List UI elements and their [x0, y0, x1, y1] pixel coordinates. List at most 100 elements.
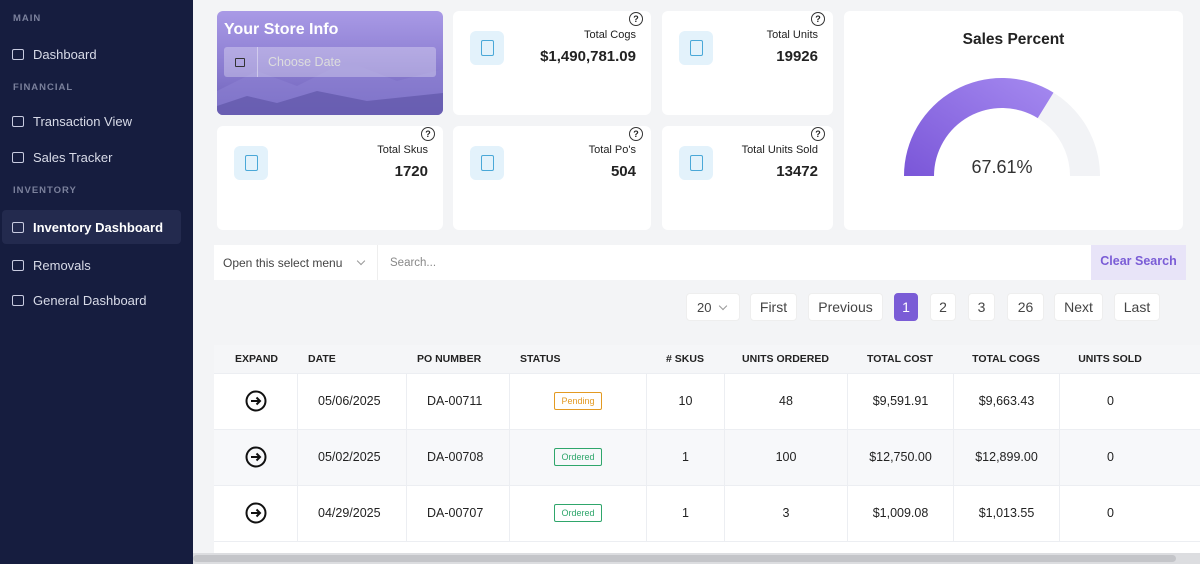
stat-value: 13472 [776, 163, 818, 180]
table-cell: 10 [646, 373, 724, 429]
table-cell: 05/02/2025 [297, 429, 406, 485]
table-cell: $12,750.00 [847, 429, 953, 485]
expand-button[interactable] [214, 429, 297, 485]
store-info-title: Your Store Info [224, 21, 339, 38]
expand-button[interactable] [214, 373, 297, 429]
column-header: TOTAL COGS [972, 353, 1040, 365]
stat-card: ? Total Po's 504 [453, 126, 651, 230]
nav-label: Sales Tracker [33, 149, 113, 165]
column-header: UNITS ORDERED [742, 353, 829, 365]
search-input[interactable]: Search... [390, 257, 437, 269]
expand-button[interactable] [214, 485, 297, 541]
table-cell: DA-00711 [406, 373, 509, 429]
expand-icon [245, 390, 266, 412]
stat-icon [679, 146, 713, 180]
filter-bar: Open this select menu Search... Clear Se… [214, 245, 1186, 280]
date-picker[interactable]: Choose Date [224, 47, 436, 77]
help-icon[interactable]: ? [811, 127, 825, 141]
select-menu[interactable]: Open this select menu [214, 245, 378, 280]
stat-label: Total Cogs [584, 29, 636, 41]
table-cell: DA-00708 [406, 429, 509, 485]
nav-label: Dashboard [33, 46, 97, 62]
table-cell: 100 [724, 429, 847, 485]
page-button[interactable]: Previous [808, 293, 883, 321]
nav-label: Transaction View [33, 113, 132, 129]
section-heading: MAIN [13, 13, 42, 24]
sidebar: MAIN Dashboard FINANCIAL Transaction View Sa… [0, 0, 193, 564]
expand-icon [245, 502, 266, 524]
gauge-label: 67.61% [971, 157, 1033, 177]
nav-item[interactable]: Dashboard [2, 37, 181, 71]
stat-value: $1,490,781.09 [540, 48, 636, 65]
table-cell: Pending [509, 373, 646, 429]
nav-label: Inventory Dashboard [33, 219, 164, 235]
page-button[interactable]: Last [1114, 293, 1160, 321]
scrollbar [193, 553, 1200, 564]
page-button[interactable]: 2 [930, 293, 956, 321]
table-cell: 04/29/2025 [297, 485, 406, 541]
gauge [904, 77, 1100, 176]
stat-card: ? Total Skus 1720 [217, 126, 443, 230]
column-header: TOTAL COST [867, 353, 933, 365]
gauge-card: Sales Percent 67.61% [844, 11, 1183, 230]
table-cell: $9,591.91 [847, 373, 953, 429]
status-badge: Ordered [554, 504, 602, 522]
table-cell: Ordered [509, 429, 646, 485]
page-button[interactable]: Next [1054, 293, 1103, 321]
table-cell: $1,013.55 [953, 485, 1059, 541]
expand-icon [245, 446, 266, 468]
help-icon[interactable]: ? [629, 127, 643, 141]
table-cell: DA-00707 [406, 485, 509, 541]
stat-icon [234, 146, 268, 180]
gauge-title: Sales Percent [962, 31, 1065, 48]
table-cell: $1,009.08 [847, 485, 953, 541]
table-row [214, 541, 1200, 554]
table-cell: 0 [1059, 485, 1161, 541]
page-button[interactable]: First [750, 293, 797, 321]
nav-item[interactable]: General Dashboard [2, 283, 181, 317]
stat-icon [679, 31, 713, 65]
nav-label: General Dashboard [33, 292, 147, 308]
date-placeholder: Choose Date [268, 55, 341, 69]
table-cell: 1 [646, 485, 724, 541]
gauge-arc [904, 77, 1054, 176]
page-button[interactable]: 26 [1007, 293, 1044, 321]
column-header: UNITS SOLD [1078, 353, 1142, 365]
table-row [214, 429, 1200, 485]
stat-value: 1720 [394, 163, 428, 180]
section-heading: INVENTORY [13, 185, 77, 196]
nav-item[interactable]: Sales Tracker [2, 140, 181, 174]
table-row [214, 373, 1200, 429]
stat-card: ? Total Units Sold 13472 [662, 126, 833, 230]
table-header [214, 345, 1200, 373]
column-header: DATE [308, 353, 336, 365]
stat-value: 19926 [776, 48, 818, 65]
stat-card: ? Total Cogs $1,490,781.09 [453, 11, 651, 115]
table-cell: 05/06/2025 [297, 373, 406, 429]
column-header: # SKUS [666, 353, 704, 365]
table-cell: 1 [646, 429, 724, 485]
help-icon[interactable]: ? [629, 12, 643, 26]
table-cell: 0 [1059, 429, 1161, 485]
table-cell: 48 [724, 373, 847, 429]
stat-icon [470, 31, 504, 65]
table-cell: Ordered [509, 485, 646, 541]
stat-label: Total Po's [588, 144, 636, 156]
clear-search-button[interactable]: Clear Search [1091, 245, 1186, 280]
nav-item[interactable]: Inventory Dashboard [2, 210, 181, 244]
page-button[interactable]: 1 [894, 293, 918, 321]
stat-label: Total Units Sold [741, 144, 818, 156]
page-size: 20 [697, 299, 712, 315]
help-icon[interactable]: ? [811, 12, 825, 26]
mountains [217, 61, 443, 115]
stat-label: Total Skus [377, 144, 428, 156]
nav-item[interactable]: Transaction View [2, 104, 181, 138]
help-icon[interactable]: ? [421, 127, 435, 141]
table-cell: 0 [1059, 373, 1161, 429]
page-button[interactable]: 3 [968, 293, 995, 321]
table-cell: $12,899.00 [953, 429, 1059, 485]
nav-item[interactable]: Removals [2, 248, 181, 282]
page-size-select[interactable]: 20 [686, 293, 740, 321]
column-header: PO NUMBER [417, 353, 482, 365]
